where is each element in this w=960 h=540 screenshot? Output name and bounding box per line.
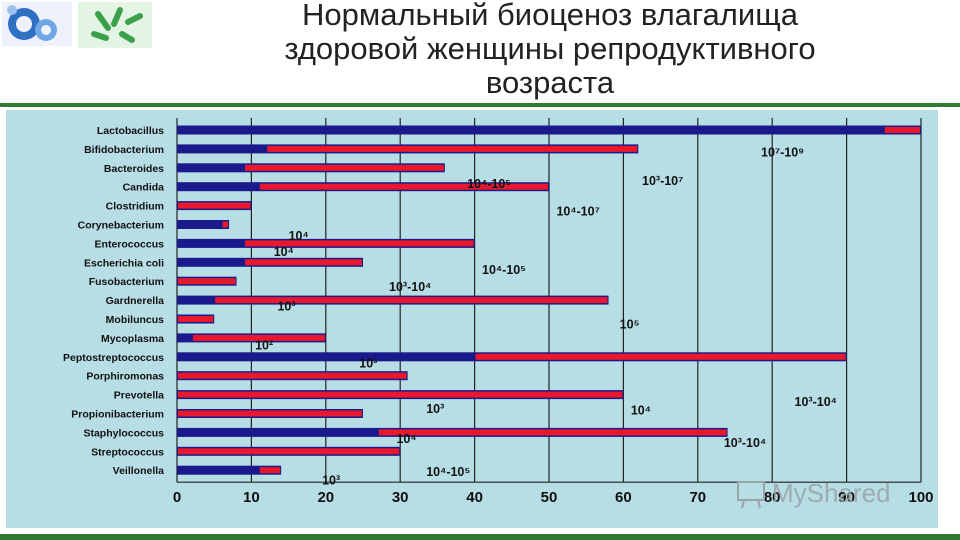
data-label: 10⁵: [620, 318, 640, 332]
data-label: 10³-10⁷: [642, 174, 683, 188]
data-label: 10⁴-10⁵: [482, 263, 526, 277]
category-label: Staphylococcus: [83, 427, 164, 439]
bar-segment: [244, 259, 362, 266]
data-label: 10⁴: [289, 229, 309, 243]
data-label: 10⁴-10⁵: [467, 177, 511, 191]
title-line: здоровой женщины репродуктивного: [284, 31, 816, 66]
category-label: Enterococcus: [95, 238, 165, 250]
data-label: 10⁴: [631, 404, 651, 418]
tick-label: 80: [764, 489, 781, 506]
molecule-logo-icon: [2, 2, 72, 46]
bar-segment: [475, 353, 846, 360]
watermark-text: MyShared: [772, 478, 891, 508]
data-label: 10³-10⁴: [795, 395, 837, 409]
bar-segment: [267, 145, 638, 152]
category-label: Prevotella: [114, 390, 164, 402]
bar-segment: [178, 278, 236, 285]
presentation-board-icon: [737, 481, 765, 501]
watermark: MyShared: [737, 478, 891, 509]
bar-segment: [178, 448, 400, 455]
data-label: 10³-10⁴: [724, 436, 766, 450]
bar-segment: [259, 183, 548, 190]
slide-title: Нормальный биоценоз влагалища здоровой ж…: [150, 0, 950, 100]
data-label: 10⁴: [396, 432, 416, 446]
tick-label: 10: [243, 489, 260, 506]
tick-label: 0: [173, 489, 181, 506]
category-label: Escherichia coli: [84, 257, 164, 269]
title-line: возраста: [485, 65, 615, 100]
category-label: Porphiromonas: [86, 371, 164, 383]
category-label: Lactobacillus: [97, 125, 164, 137]
category-label: Propionibacterium: [71, 409, 164, 421]
category-label: Mycoplasma: [101, 333, 164, 345]
tick-label: 100: [908, 489, 933, 506]
bottom-divider: [0, 534, 960, 540]
bar-segment: [178, 410, 362, 417]
bar: [177, 220, 230, 229]
tick-label: 50: [541, 489, 558, 506]
category-label: Fusobacterium: [89, 276, 164, 288]
top-divider: [0, 103, 960, 107]
bar-segment: [178, 316, 214, 322]
bar-chart: Lactobacillus Bifidobacterium Bacteroides C…: [6, 110, 938, 528]
bar-segment: [244, 164, 444, 171]
category-label: Clostridium: [106, 201, 164, 213]
bar-segment: [178, 372, 407, 379]
title-line: Нормальный биоценоз влагалища: [302, 0, 798, 32]
bar-segment: [178, 202, 251, 209]
bar-segment: [192, 334, 325, 341]
category-label: Bacteroides: [104, 163, 164, 175]
data-label: 10⁷-10⁹: [761, 146, 804, 160]
bar: [177, 125, 921, 135]
category-label: Gardnerella: [106, 295, 165, 307]
bar-segment: [244, 240, 474, 247]
bar-segment: [178, 391, 623, 398]
bar: [177, 465, 282, 475]
bar-segment: [378, 429, 727, 436]
bar-segment: [884, 127, 920, 133]
bar-segment: [215, 297, 608, 304]
chart-background: [6, 110, 938, 528]
data-label: 10³: [359, 356, 377, 370]
data-label: 10⁴: [274, 245, 294, 259]
data-label: 10³: [277, 300, 295, 314]
data-label: 10⁴-10⁵: [426, 465, 470, 479]
bar-segment: [259, 467, 281, 474]
category-label: Peptostreptococcus: [63, 352, 164, 364]
category-label: Corynebacterium: [78, 220, 164, 232]
tick-label: 90: [838, 489, 855, 506]
data-label: 10⁴-10⁷: [556, 204, 599, 218]
data-label: 10²: [255, 338, 273, 352]
category-label: Bifidobacterium: [84, 144, 164, 156]
category-label: Candida: [123, 182, 165, 194]
tick-label: 60: [615, 489, 632, 506]
tick-label: 20: [317, 489, 334, 506]
data-label: 10³: [426, 402, 444, 416]
data-label: 10³-10⁴: [389, 280, 431, 294]
category-label: Streptococcus: [91, 446, 164, 458]
tick-label: 30: [392, 489, 409, 506]
data-label: 10³: [322, 474, 340, 488]
category-label: Mobiluncus: [106, 314, 164, 326]
bacteria-logo-icon: [78, 2, 152, 48]
category-label: Veillonella: [113, 465, 165, 477]
tick-label: 40: [466, 489, 483, 506]
tick-label: 70: [689, 489, 706, 506]
bar-segment: [222, 221, 229, 228]
